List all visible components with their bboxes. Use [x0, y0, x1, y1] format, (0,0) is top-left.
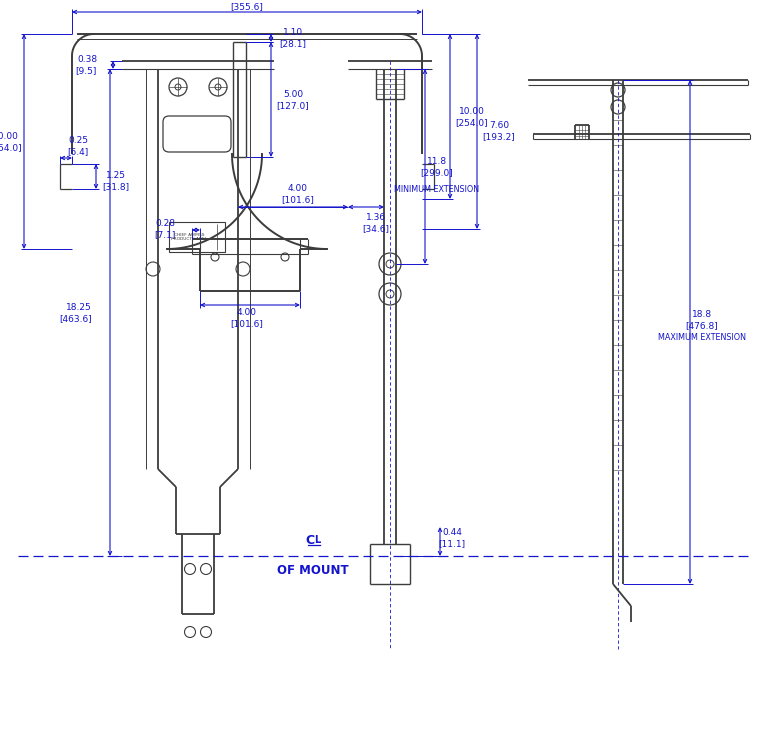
Text: 18.25
[463.6]: 18.25 [463.6] [59, 303, 92, 323]
Text: CHIEF AWMSS
PRODUCT LABEL: CHIEF AWMSS PRODUCT LABEL [171, 233, 207, 241]
Text: 0.44
[11.1]: 0.44 [11.1] [438, 528, 466, 548]
Text: 11.8
[299.0]: 11.8 [299.0] [421, 157, 453, 177]
Text: 10.00
[254.0]: 10.00 [254.0] [456, 107, 488, 127]
Text: 0.38
[9.5]: 0.38 [9.5] [75, 55, 97, 75]
Text: 7.60
[193.2]: 7.60 [193.2] [482, 121, 515, 141]
Text: MINIMUM EXTENSION: MINIMUM EXTENSION [395, 184, 479, 193]
Text: 0.28
[7.1]: 0.28 [7.1] [155, 219, 176, 239]
Text: 1.25
[31.8]: 1.25 [31.8] [102, 171, 130, 191]
Bar [169, 222, 225, 252]
Text: 1.36
[34.6]: 1.36 [34.6] [363, 213, 389, 233]
Text: 10.00
[254.0]: 10.00 [254.0] [0, 132, 22, 152]
Text: OF MOUNT: OF MOUNT [277, 564, 349, 577]
Text: 0.25
[6.4]: 0.25 [6.4] [67, 136, 88, 156]
Text: 5.00
[127.0]: 5.00 [127.0] [277, 90, 309, 110]
Text: 14.00
[355.6]: 14.00 [355.6] [231, 0, 264, 11]
Text: MAXIMUM EXTENSION: MAXIMUM EXTENSION [658, 332, 746, 341]
Text: L: L [314, 535, 320, 545]
Text: 4.00
[101.6]: 4.00 [101.6] [231, 308, 264, 328]
Text: 4.00
[101.6]: 4.00 [101.6] [282, 184, 315, 204]
Text: C: C [306, 534, 315, 547]
Text: 18.8
[476.8]: 18.8 [476.8] [686, 310, 719, 330]
Text: 1.10
[28.1]: 1.10 [28.1] [280, 28, 306, 48]
